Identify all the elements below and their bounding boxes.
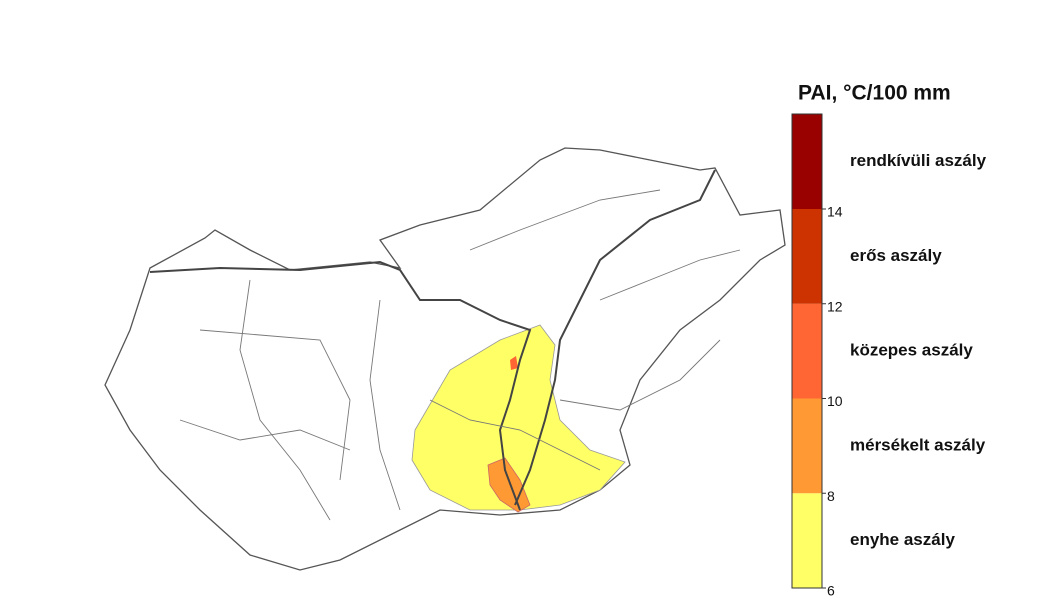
river (599, 249, 741, 301)
river (179, 419, 351, 451)
legend-swatch (792, 398, 822, 494)
map (104, 147, 786, 571)
legend-label: rendkívüli aszály (850, 151, 987, 170)
river (559, 339, 721, 411)
mild-drought-area (411, 324, 626, 511)
legend-title: PAI, °C/100 mm (798, 82, 951, 105)
tick-label: 14 (827, 204, 843, 220)
color-scale: enyhe aszály mérsékelt aszály közepes aszá… (791, 113, 987, 598)
tick-label: 8 (827, 488, 835, 504)
river (429, 399, 601, 471)
river (369, 299, 401, 511)
scale-frame (791, 113, 823, 589)
moderate-drought-area (487, 457, 531, 513)
legend-swatch (792, 303, 822, 399)
country-outline (104, 147, 786, 571)
tisza (514, 169, 716, 506)
tick-label: 12 (827, 298, 843, 314)
legend-swatch (792, 114, 822, 209)
medium-drought-spot (510, 356, 518, 370)
legend-label: közepes aszály (850, 341, 973, 360)
tick-label: 10 (827, 393, 843, 409)
legend-label: erős aszály (850, 246, 942, 265)
legend-label: enyhe aszály (850, 530, 955, 549)
tick-label: 6 (827, 583, 835, 598)
river (239, 279, 331, 521)
danube (149, 260, 532, 511)
legend-swatch (792, 209, 822, 304)
legend-swatch (792, 493, 822, 588)
river (469, 189, 661, 251)
legend-label: mérsékelt aszály (850, 435, 986, 454)
river (199, 329, 351, 481)
